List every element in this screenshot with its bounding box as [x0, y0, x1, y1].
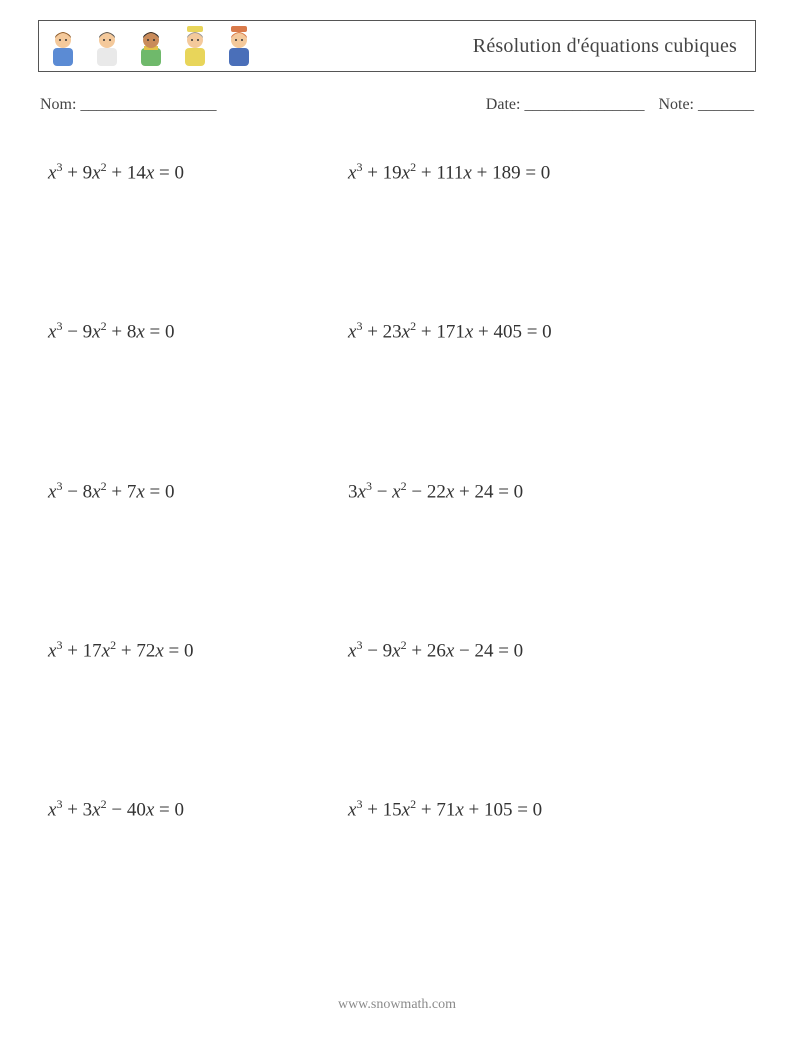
chef-icon [91, 26, 123, 66]
person-blue-icon [47, 26, 79, 66]
worksheet-title: Résolution d'équations cubiques [473, 35, 737, 58]
meta-row: Nom: _________________ Date: ___________… [38, 96, 756, 114]
note-field: Note: _______ [658, 96, 754, 114]
date-field: Date: _______________ [486, 96, 645, 114]
equation-left-1: x3 + 9x2 + 14x = 0 [48, 160, 348, 184]
worksheet-header: Résolution d'équations cubiques [38, 20, 756, 72]
person-green-icon [135, 26, 167, 66]
footer-url: www.snowmath.com [0, 997, 794, 1013]
equation-left-4: x3 + 17x2 + 72x = 0 [48, 638, 348, 662]
problems-grid: x3 + 9x2 + 14x = 0x3 + 19x2 + 111x + 189… [38, 160, 756, 822]
equation-right-2: x3 + 23x2 + 171x + 405 = 0 [348, 319, 756, 343]
person-headscarf-icon [223, 26, 255, 66]
equation-right-1: x3 + 19x2 + 111x + 189 = 0 [348, 160, 756, 184]
equation-right-5: x3 + 15x2 + 71x + 105 = 0 [348, 797, 756, 821]
equation-left-3: x3 − 8x2 + 7x = 0 [48, 479, 348, 503]
header-icons [47, 26, 255, 66]
equation-left-5: x3 + 3x2 − 40x = 0 [48, 797, 348, 821]
equation-right-4: x3 − 9x2 + 26x − 24 = 0 [348, 638, 756, 662]
equation-left-2: x3 − 9x2 + 8x = 0 [48, 319, 348, 343]
equation-right-3: 3x3 − x2 − 22x + 24 = 0 [348, 479, 756, 503]
name-field: Nom: _________________ [40, 96, 216, 114]
person-yellow-icon [179, 26, 211, 66]
